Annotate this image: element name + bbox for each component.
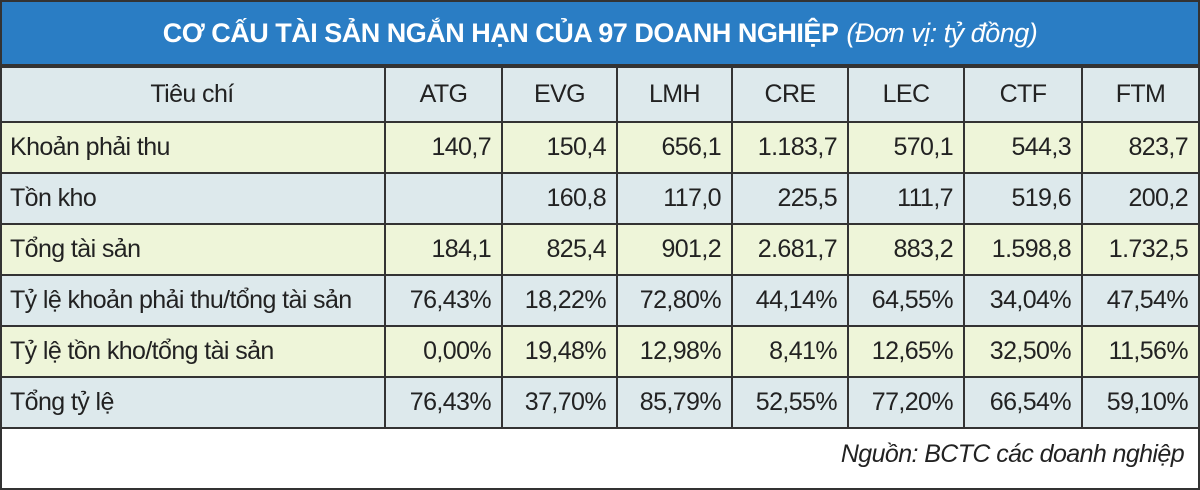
table-cell: [384, 172, 503, 225]
table-cell: 76,43%: [384, 376, 503, 429]
data-table: Tiêu chí ATG EVG LMH CRE LEC CTF FTM Khoản phải …: [2, 66, 1198, 429]
table-cell: 1.183,7: [731, 121, 849, 174]
row-label: Tồn kho: [2, 172, 386, 225]
table-cell: 85,79%: [616, 376, 733, 429]
table-row: Tỷ lệ khoản phải thu/tổng tài sản 76,43% 1…: [2, 274, 1198, 327]
table-cell: 59,10%: [1081, 376, 1198, 429]
unit-text: (Đơn vị: tỷ đồng): [846, 17, 1038, 48]
table-cell: 47,54%: [1081, 274, 1198, 327]
table-cell: 37,70%: [501, 376, 618, 429]
table-cell: 111,7: [847, 172, 965, 225]
table-cell: 160,8: [501, 172, 618, 225]
source-note: Nguồn: BCTC các doanh nghiệp: [840, 439, 1185, 468]
table-cell: 44,14%: [731, 274, 849, 327]
table-cell: 52,55%: [731, 376, 849, 429]
header-lmh: LMH: [616, 66, 733, 123]
table-cell: 225,5: [731, 172, 849, 225]
table-cell: 570,1: [847, 121, 965, 174]
table-cell: 66,54%: [963, 376, 1083, 429]
table-cell: 18,22%: [501, 274, 618, 327]
header-cre: CRE: [731, 66, 849, 123]
table-row: Tổng tỷ lệ 76,43% 37,70% 85,79% 52,55% 77,20%…: [2, 376, 1198, 429]
table-cell: 1.732,5: [1081, 223, 1198, 276]
table-cell: 8,41%: [731, 325, 849, 378]
table-cell: 200,2: [1081, 172, 1198, 225]
row-label: Tổng tài sản: [2, 223, 386, 276]
table-cell: 64,55%: [847, 274, 965, 327]
table-cell: 72,80%: [616, 274, 733, 327]
table-row: Tồn kho 160,8 117,0 225,5 111,7 519,6 200,2: [2, 172, 1198, 225]
header-evg: EVG: [501, 66, 618, 123]
table-row: Khoản phải thu 140,7 150,4 656,1 1.183,7 570,…: [2, 121, 1198, 174]
table-cell: 32,50%: [963, 325, 1083, 378]
header-lec: LEC: [847, 66, 965, 123]
table-cell: 77,20%: [847, 376, 965, 429]
row-label: Tổng tỷ lệ: [2, 376, 386, 429]
table-cell: 34,04%: [963, 274, 1083, 327]
table-cell: 544,3: [963, 121, 1083, 174]
header-ftm: FTM: [1081, 66, 1198, 123]
table-cell: 823,7: [1081, 121, 1198, 174]
table-cell: 0,00%: [384, 325, 503, 378]
table-cell: 11,56%: [1081, 325, 1198, 378]
table-cell: 656,1: [616, 121, 733, 174]
table-cell: 1.598,8: [963, 223, 1083, 276]
row-label: Khoản phải thu: [2, 121, 386, 174]
header-row: Tiêu chí ATG EVG LMH CRE LEC CTF FTM: [2, 66, 1198, 123]
table-cell: 76,43%: [384, 274, 503, 327]
title-text: CƠ CẤU TÀI SẢN NGẮN HẠN CỦA 97 DOANH NGH…: [162, 17, 839, 48]
header-criteria: Tiêu chí: [2, 66, 386, 123]
header-atg: ATG: [384, 66, 503, 123]
table-cell: 2.681,7: [731, 223, 849, 276]
table-cell: 184,1: [384, 223, 503, 276]
table-cell: 883,2: [847, 223, 965, 276]
table-cell: 901,2: [616, 223, 733, 276]
row-label: Tỷ lệ khoản phải thu/tổng tài sản: [2, 274, 386, 327]
table-cell: 12,98%: [616, 325, 733, 378]
table-cell: 140,7: [384, 121, 503, 174]
table-cell: 519,6: [963, 172, 1083, 225]
table-cell: 12,65%: [847, 325, 965, 378]
table-cell: 150,4: [501, 121, 618, 174]
table-row: Tỷ lệ tồn kho/tổng tài sản 0,00% 19,48% 12,…: [2, 325, 1198, 378]
row-label: Tỷ lệ tồn kho/tổng tài sản: [2, 325, 386, 378]
table-title: CƠ CẤU TÀI SẢN NGẮN HẠN CỦA 97 DOANH NGH…: [2, 2, 1198, 66]
table-row: Tổng tài sản 184,1 825,4 901,2 2.681,7 883,2 1…: [2, 223, 1198, 276]
table-cell: 19,48%: [501, 325, 618, 378]
table-cell: 117,0: [616, 172, 733, 225]
header-ctf: CTF: [963, 66, 1083, 123]
table-cell: 825,4: [501, 223, 618, 276]
